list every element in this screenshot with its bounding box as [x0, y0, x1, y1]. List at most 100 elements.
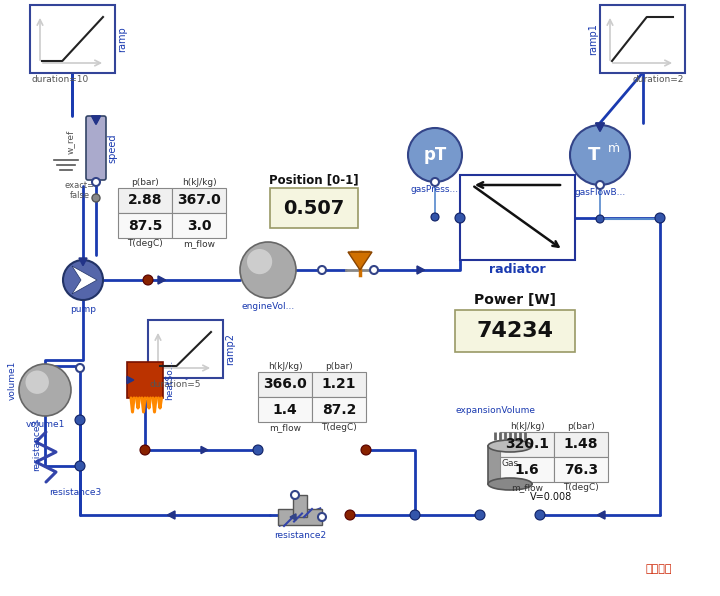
Polygon shape — [598, 511, 605, 519]
Text: T: T — [588, 146, 600, 164]
Text: 87.2: 87.2 — [322, 402, 356, 417]
Text: T(degC): T(degC) — [321, 423, 357, 432]
Polygon shape — [127, 377, 134, 384]
Circle shape — [345, 510, 355, 520]
Text: 0.507: 0.507 — [284, 198, 345, 218]
Bar — [172, 188, 226, 213]
Circle shape — [247, 249, 272, 274]
Text: volume1: volume1 — [25, 420, 65, 429]
Text: duration=10: duration=10 — [31, 75, 89, 84]
Bar — [127, 362, 163, 398]
Circle shape — [318, 513, 326, 521]
Text: volume1: volume1 — [8, 361, 17, 400]
Text: p(bar): p(bar) — [325, 362, 353, 371]
Text: 76.3: 76.3 — [564, 462, 598, 476]
Circle shape — [408, 128, 462, 182]
Text: Gas: Gas — [501, 458, 518, 467]
Circle shape — [475, 510, 485, 520]
Polygon shape — [158, 276, 166, 284]
Circle shape — [318, 266, 326, 274]
Bar — [118, 213, 172, 238]
Bar — [172, 213, 226, 238]
Circle shape — [75, 461, 85, 471]
Circle shape — [535, 510, 545, 520]
Circle shape — [253, 445, 263, 455]
Text: V=0.008: V=0.008 — [530, 492, 572, 502]
Text: expansionVolume: expansionVolume — [455, 406, 535, 415]
Text: 1.6: 1.6 — [515, 462, 539, 476]
Text: 3.0: 3.0 — [186, 219, 211, 232]
Text: Power [W]: Power [W] — [474, 293, 556, 307]
Polygon shape — [72, 266, 97, 294]
Text: 367.0: 367.0 — [177, 194, 221, 207]
Text: w_ref: w_ref — [66, 130, 75, 154]
Bar — [258, 372, 312, 397]
Polygon shape — [290, 514, 296, 520]
Text: 1.4: 1.4 — [273, 402, 297, 417]
Text: p(bar): p(bar) — [567, 422, 595, 431]
Polygon shape — [167, 511, 175, 519]
Text: h(kJ/kg): h(kJ/kg) — [268, 362, 302, 371]
Bar — [500, 432, 554, 457]
Circle shape — [431, 213, 439, 221]
Circle shape — [92, 178, 100, 186]
Circle shape — [76, 364, 84, 372]
Bar — [30, 5, 115, 73]
Bar — [312, 397, 366, 422]
Text: resistance3: resistance3 — [49, 488, 102, 497]
Ellipse shape — [488, 440, 532, 452]
Text: duration=2: duration=2 — [633, 75, 684, 84]
Bar — [554, 457, 608, 482]
Text: ramp: ramp — [117, 26, 127, 52]
Bar — [270, 188, 358, 228]
Text: m_flow: m_flow — [269, 423, 301, 432]
Bar — [312, 372, 366, 397]
Text: gasPress...: gasPress... — [411, 185, 459, 194]
Polygon shape — [596, 123, 604, 131]
Polygon shape — [201, 446, 208, 454]
Circle shape — [75, 415, 85, 425]
Circle shape — [370, 266, 378, 274]
Text: 1.48: 1.48 — [564, 437, 598, 452]
Ellipse shape — [488, 478, 532, 490]
Bar — [554, 432, 608, 457]
Bar — [278, 509, 322, 525]
Text: ramp1: ramp1 — [588, 23, 598, 55]
Text: radiator: radiator — [489, 263, 546, 276]
Circle shape — [25, 371, 49, 394]
Text: 320.1: 320.1 — [505, 437, 549, 452]
Bar — [500, 457, 554, 482]
Circle shape — [19, 364, 71, 416]
Text: engineVol...: engineVol... — [241, 302, 294, 311]
Circle shape — [431, 178, 439, 186]
Text: resistance2: resistance2 — [274, 531, 326, 540]
Text: 2.88: 2.88 — [127, 194, 162, 207]
Text: ṁ: ṁ — [608, 142, 620, 156]
Text: heatSo...: heatSo... — [165, 360, 174, 400]
Bar — [488, 446, 532, 484]
Polygon shape — [417, 266, 425, 274]
Text: pump: pump — [70, 305, 96, 314]
Circle shape — [240, 242, 296, 298]
Bar — [460, 175, 575, 260]
Text: gasFlowB...: gasFlowB... — [575, 188, 626, 197]
Polygon shape — [91, 116, 101, 125]
Polygon shape — [92, 116, 100, 123]
Circle shape — [596, 181, 604, 189]
Circle shape — [140, 445, 150, 455]
Text: exact=
false: exact= false — [65, 181, 95, 200]
Text: pT: pT — [423, 146, 446, 164]
Circle shape — [291, 491, 299, 499]
Text: duration=5: duration=5 — [149, 380, 200, 389]
Polygon shape — [348, 252, 372, 270]
Circle shape — [570, 125, 630, 185]
FancyBboxPatch shape — [86, 116, 106, 180]
Text: T(degC): T(degC) — [127, 239, 163, 248]
Text: 1.21: 1.21 — [322, 377, 356, 392]
Circle shape — [361, 445, 371, 455]
Circle shape — [655, 213, 665, 223]
Circle shape — [92, 194, 100, 202]
Bar — [118, 188, 172, 213]
Text: 经纬恒润: 经纬恒润 — [646, 564, 672, 574]
Circle shape — [410, 510, 420, 520]
